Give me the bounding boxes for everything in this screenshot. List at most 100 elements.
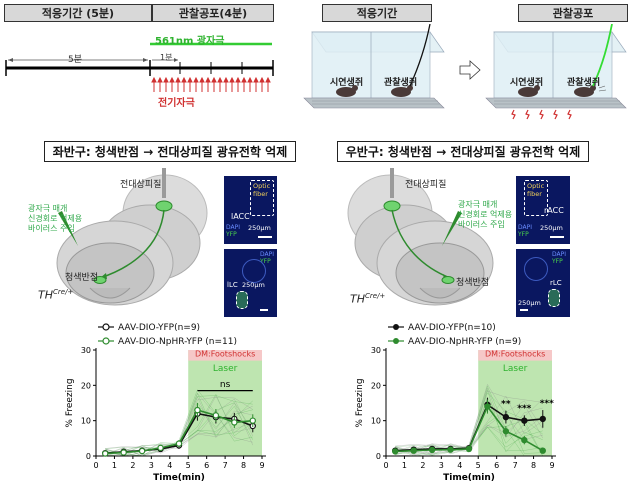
left-chart-y-tick-label: 0 <box>86 452 91 461</box>
left-chart-series-1-point <box>194 406 201 414</box>
left-chart-series-1-point <box>157 444 164 452</box>
right-chart-series-0-point <box>539 415 546 423</box>
floor-shock-mark <box>539 109 544 120</box>
protocol-timeline <box>5 42 274 92</box>
right-chart-y-tick-label: 20 <box>371 381 381 390</box>
shock-label: 전기자극 <box>158 98 195 109</box>
left-chart-x-tick-label: 0 <box>93 461 98 470</box>
right-chart-x-tick-label: 1 <box>402 461 407 470</box>
left-injection-note-1: 광자극 매개 <box>28 204 68 213</box>
right-brain-diagram <box>347 168 494 306</box>
right-genotype: THCre/+ <box>350 292 386 306</box>
left-chart-series-1-point <box>120 449 127 456</box>
right-chart-individual-trace <box>395 383 543 455</box>
right-chart-laser-region <box>478 350 552 456</box>
right-injection-note-1: 광자극 매개 <box>458 200 498 209</box>
right-chart-annotation: *** <box>540 399 554 409</box>
arena-acclimation-header: 적응기간 <box>322 4 432 22</box>
left-chart-x-tick-label: 9 <box>259 461 264 470</box>
left-freezing-chart: DM:Footshocks Laser 0 1 2 3 4 5 6 7 8 9 0 10 20 30 Time(… <box>65 346 266 483</box>
right-acc-histology: Optic fiber rACC DAPI YFP 250μm <box>516 176 570 244</box>
left-chart-shock-band <box>188 350 262 361</box>
left-chart-series-1-point <box>231 419 238 426</box>
left-legend-nphr: AAV-DIO-NpHR-YFP (n=11) <box>118 337 237 347</box>
shock-arrows <box>151 76 271 92</box>
left-chart-series-1-point <box>249 417 256 424</box>
left-chart-series-1-point <box>212 412 220 419</box>
right-chart-x-tick-label: 9 <box>549 461 554 470</box>
left-chart-x-tick-label: 4 <box>167 461 172 470</box>
left-chart-x-tick-label: 6 <box>204 461 209 470</box>
fear-header: 관찰공포(4분) <box>152 4 274 22</box>
floor-shock-mark <box>511 109 516 120</box>
floor-shock-mark <box>553 109 558 120</box>
right-acc-label: 전대상피질 <box>405 180 447 190</box>
right-chart-x-tick-label: 4 <box>457 461 462 470</box>
left-chart-laser-label: Laser <box>213 364 238 374</box>
arena2-observer-label: 관찰생쥐 <box>567 78 601 88</box>
arena-acclimation <box>303 24 445 109</box>
right-lc-histology: DAPI YFP rLC 250μm <box>516 249 570 317</box>
left-chart-x-tick-label: 7 <box>223 461 228 470</box>
right-chart-series-0-point <box>502 413 510 421</box>
right-section-title: 우반구: 청색반점 → 전대상피질 광유전학 억제 <box>337 141 589 162</box>
right-chart-series-1-point <box>447 446 454 453</box>
left-lc-label: 청색반점 <box>65 273 99 283</box>
floor-shock-marks <box>511 109 572 120</box>
right-chart-x-tick-label: 7 <box>513 461 518 470</box>
arena-fear-header: 관찰공포 <box>518 4 628 22</box>
right-chart-series-1-point <box>539 447 546 454</box>
right-injection-note-2: 신경회로 억제용 <box>458 210 513 219</box>
right-lc-label: 청색반점 <box>456 278 490 288</box>
one-min-label: 1분 <box>160 53 173 62</box>
left-chart-y-axis-label: % Freezing <box>65 378 75 427</box>
left-chart-y-tick-label: 10 <box>81 417 91 426</box>
right-chart-x-tick-label: 5 <box>476 461 481 470</box>
left-lc-histology: DAPI YFP lLC 250μm <box>224 249 277 317</box>
right-chart-series-1-point <box>428 446 436 454</box>
left-chart-series-1-point <box>102 450 109 457</box>
right-chart-x-axis-label: Time(min) <box>443 473 495 483</box>
right-chart-series-1-point <box>410 447 417 454</box>
right-chart-y-tick-label: 0 <box>376 452 381 461</box>
left-genotype: THCre/+ <box>38 288 74 302</box>
arena-illustrations <box>303 24 627 120</box>
right-freezing-chart: DM:Footshocks Laser 0 1 2 3 4 5 6 7 8 9 0 10 20 30 Time(… <box>355 346 556 483</box>
left-chart-x-axis-label: Time(min) <box>153 473 205 483</box>
arena1-demonstrator-label: 시연생쥐 <box>330 78 364 88</box>
left-brain-diagram <box>56 168 208 306</box>
right-chart-series-1-point <box>521 436 528 444</box>
right-chart-y-tick-label: 30 <box>371 346 381 355</box>
right-chart-shock-label: DM:Footshocks <box>485 350 545 359</box>
arena-fear <box>485 24 627 120</box>
left-chart-x-tick-label: 8 <box>241 461 246 470</box>
right-legend-control: AAV-DIO-YFP(n=10) <box>408 323 496 333</box>
left-chart-x-tick-label: 5 <box>186 461 191 470</box>
acclimation-header: 적응기간 (5분) <box>4 4 152 22</box>
right-chart-laser-label: Laser <box>503 364 528 374</box>
left-chart-x-tick-label: 2 <box>130 461 135 470</box>
five-min-label: 5분 <box>68 55 83 65</box>
right-chart-annotation: *** <box>517 404 531 414</box>
left-chart-x-tick-label: 1 <box>112 461 117 470</box>
arena2-demonstrator-label: 시연생쥐 <box>510 78 544 88</box>
right-chart-x-tick-label: 3 <box>439 461 444 470</box>
right-legend-nphr: AAV-DIO-NpHR-YFP (n=9) <box>408 337 521 347</box>
left-legend: AAV-DIO-YFP(n=9) AAV-DIO-NpHR-YFP (n=11) <box>98 323 237 347</box>
right-chart-series-1-point <box>484 403 491 410</box>
left-acc-histology: Optic fiber lACC DAPI YFP 250μm <box>224 176 277 244</box>
left-chart-annotation: ns <box>220 380 231 390</box>
right-chart-x-tick-label: 8 <box>531 461 536 470</box>
right-chart-series-1-point <box>465 445 473 453</box>
right-chart-annotation: ** <box>501 400 511 410</box>
transition-arrow <box>459 60 481 80</box>
floor-shock-mark <box>525 109 530 120</box>
left-injection-note-3: 바이러스 주입 <box>28 224 75 233</box>
right-injection-note-3: 바이러스 주입 <box>458 220 505 229</box>
arena1-observer-label: 관찰생쥐 <box>384 78 418 88</box>
left-chart-series-1-point <box>175 440 183 447</box>
floor-shock-mark <box>567 109 572 120</box>
right-chart-x-tick-label: 6 <box>494 461 499 470</box>
right-legend: AAV-DIO-YFP(n=10) AAV-DIO-NpHR-YFP (n=9) <box>388 323 521 347</box>
left-acc-label: 전대상피질 <box>120 180 162 190</box>
